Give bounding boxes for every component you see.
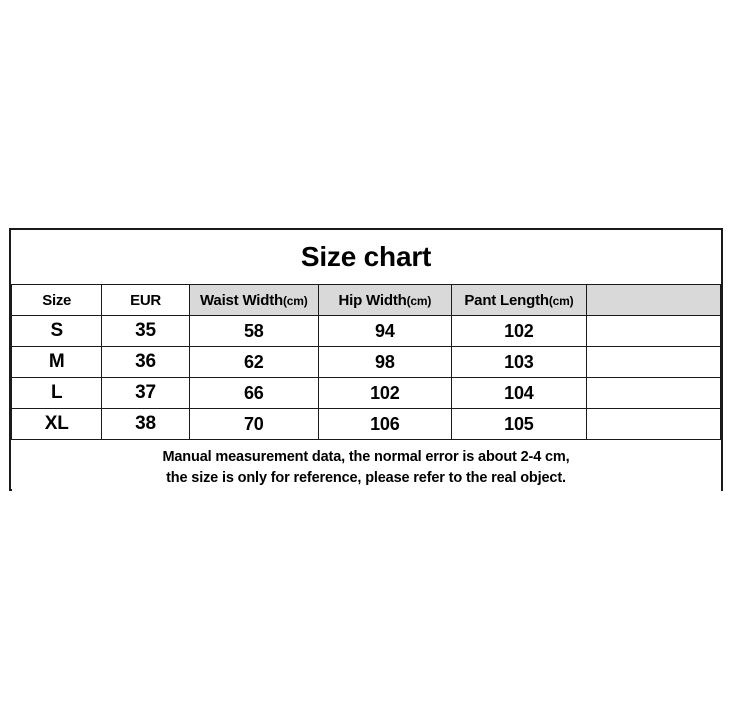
- cell-size: XL: [10, 408, 103, 440]
- cell-pant-length: 105: [450, 408, 587, 440]
- cell-extra: [585, 377, 722, 409]
- size-chart-table: Size chart Size EUR Waist Width(cm) Hip …: [10, 230, 722, 495]
- column-header-hip-width: Hip Width(cm): [317, 284, 452, 316]
- cell-size: L: [10, 377, 103, 409]
- column-header-size-label: Size: [42, 291, 72, 309]
- footer-note: Manual measurement data, the normal erro…: [11, 439, 721, 495]
- table-row: S 35 58 94 102: [10, 315, 722, 347]
- column-header-waist-width: Waist Width(cm): [188, 284, 319, 316]
- cell-pant-length: 104: [450, 377, 587, 409]
- cell-waist-width: 66: [188, 377, 319, 409]
- table-row: L 37 66 102 104: [10, 377, 722, 409]
- cell-extra: [585, 346, 722, 378]
- cell-pant-length: 103: [450, 346, 587, 378]
- cell-waist-width: 70: [188, 408, 319, 440]
- cell-waist-width: 58: [188, 315, 319, 347]
- column-header-size: Size: [10, 284, 103, 316]
- cell-eur: 36: [101, 346, 190, 378]
- footer-note-row: Manual measurement data, the normal erro…: [11, 439, 721, 495]
- footer-note-line-2: the size is only for reference, please r…: [166, 469, 566, 486]
- column-header-waist-width-label: Waist Width: [200, 291, 283, 309]
- column-header-hip-width-unit: (cm): [406, 293, 432, 308]
- title-row: Size chart: [11, 230, 721, 285]
- column-header-hip-width-label: Hip Width: [338, 291, 407, 309]
- column-header-eur: EUR: [101, 284, 190, 316]
- column-header-pant-length-label: Pant Length: [464, 291, 549, 309]
- cell-size: M: [10, 346, 103, 378]
- cell-waist-width: 62: [188, 346, 319, 378]
- cell-eur: 35: [101, 315, 190, 347]
- column-header-eur-label: EUR: [130, 291, 161, 309]
- cell-hip-width: 94: [317, 315, 452, 347]
- cell-hip-width: 106: [317, 408, 452, 440]
- column-header-extra: [585, 284, 722, 316]
- cell-pant-length: 102: [450, 315, 587, 347]
- column-header-waist-width-unit: (cm): [282, 293, 308, 308]
- cell-extra: [585, 408, 722, 440]
- cell-extra: [585, 315, 722, 347]
- cell-hip-width: 98: [317, 346, 452, 378]
- chart-title: Size chart: [11, 230, 721, 285]
- cell-eur: 38: [101, 408, 190, 440]
- table-row: M 36 62 98 103: [10, 346, 722, 378]
- cell-hip-width: 102: [317, 377, 452, 409]
- size-chart-block: Size chart Size EUR Waist Width(cm) Hip …: [9, 228, 723, 495]
- column-header-pant-length: Pant Length(cm): [450, 284, 587, 316]
- table-header-row: Size EUR Waist Width(cm) Hip Width(cm) P…: [10, 284, 722, 316]
- column-header-pant-length-unit: (cm): [548, 293, 574, 308]
- footer-note-line-1: Manual measurement data, the normal erro…: [162, 448, 570, 465]
- cell-size: S: [10, 315, 103, 347]
- table-row: XL 38 70 106 105: [10, 408, 722, 440]
- cell-eur: 37: [101, 377, 190, 409]
